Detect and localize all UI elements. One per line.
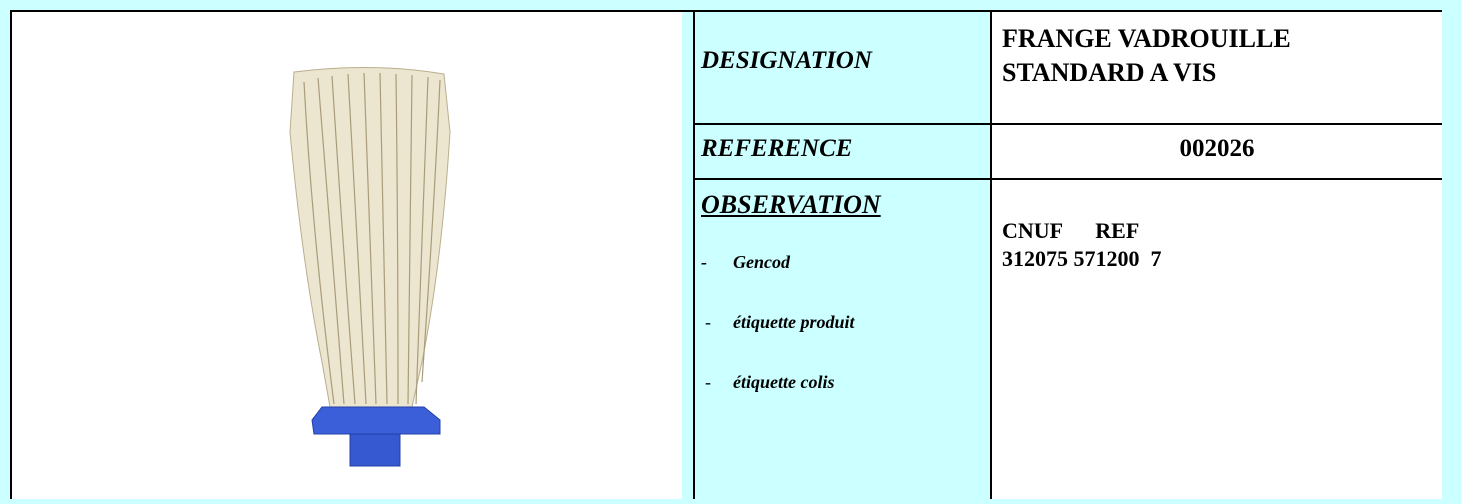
designation-label-cell: DESIGNATION — [695, 12, 992, 125]
mop-stem — [349, 433, 401, 467]
reference-value-cell: 002026 — [992, 125, 1442, 180]
observation-line: 312075 571200 7 — [1002, 246, 1162, 271]
reference-label-cell: REFERENCE — [695, 125, 992, 180]
observation-value-cell: CNUF REF 312075 571200 7 — [992, 180, 1442, 499]
bullet: - — [701, 252, 707, 272]
designation-line: STANDARD A VIS — [1002, 58, 1217, 87]
designation-value-cell: FRANGE VADROUILLE STANDARD A VIS — [992, 12, 1442, 125]
designation-line: FRANGE VADROUILLE — [1002, 24, 1291, 53]
mop-cap — [311, 406, 441, 435]
bullet: - — [705, 312, 711, 332]
observation-item: Gencod — [733, 252, 790, 272]
reference-label: REFERENCE — [701, 135, 853, 162]
strand-lines — [303, 72, 441, 405]
reference-value: 002026 — [1179, 135, 1255, 162]
observation-label-cell: OBSERVATION - Gencod - étiquette produit… — [695, 180, 992, 499]
mop-image — [289, 66, 451, 467]
observation-item: étiquette colis — [733, 372, 835, 392]
observation-item: étiquette produit — [733, 312, 855, 332]
observation-label: OBSERVATION — [701, 190, 881, 219]
designation-label: DESIGNATION — [701, 47, 872, 74]
observation-line: CNUF REF — [1002, 218, 1140, 243]
bullet: - — [705, 372, 711, 392]
image-cell — [12, 12, 682, 499]
info-table: DESIGNATION FRANGE VADROUILLE STANDARD A… — [693, 12, 1442, 499]
